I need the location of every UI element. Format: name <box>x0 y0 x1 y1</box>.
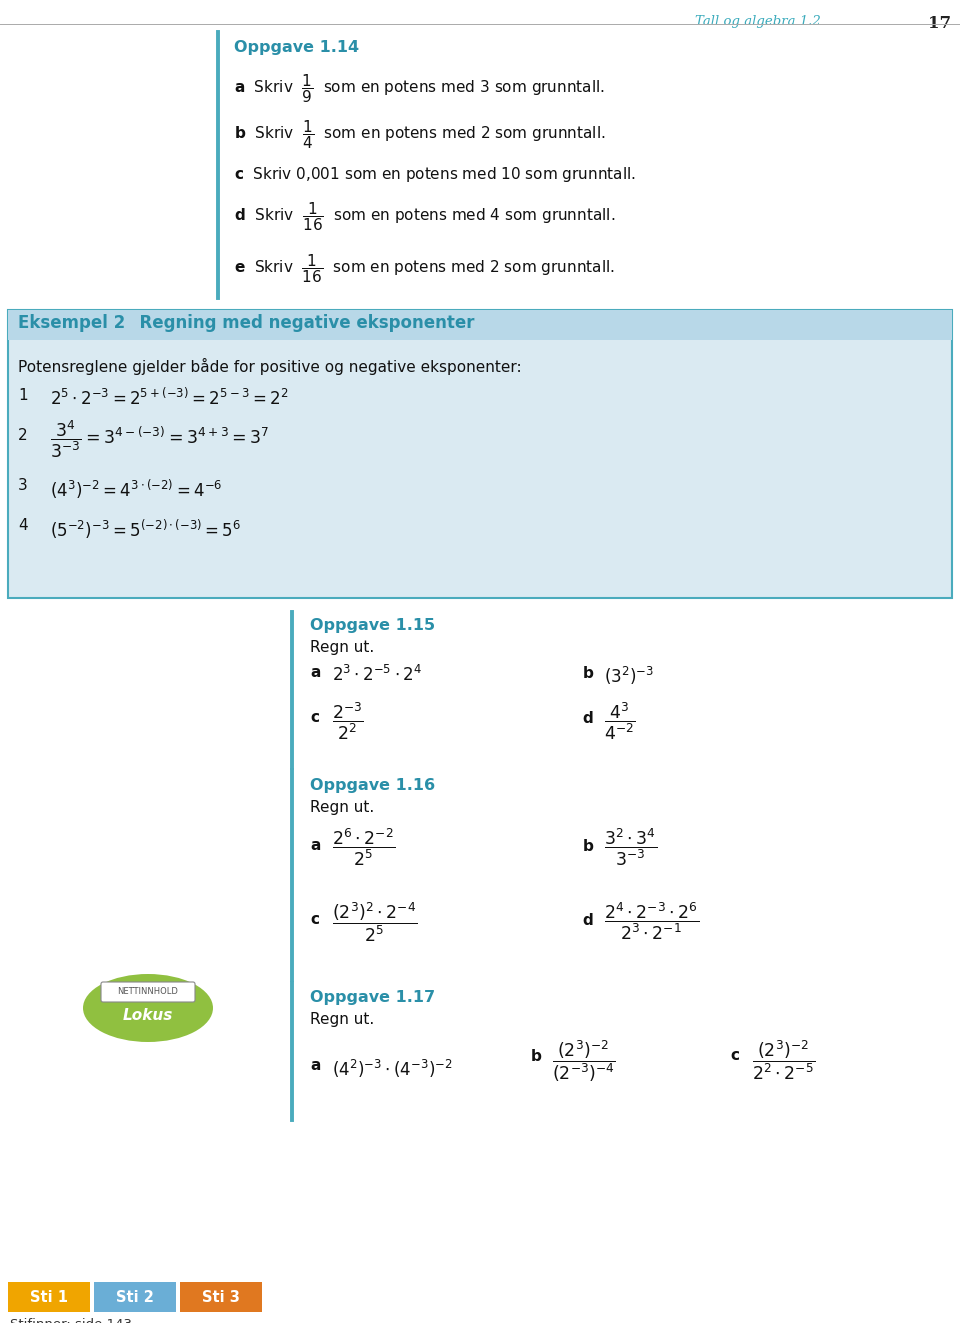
Text: $\left(4^2\right)^{-3} \cdot \left(4^{-3}\right)^{-2}$: $\left(4^2\right)^{-3} \cdot \left(4^{-3… <box>332 1058 453 1080</box>
Text: $\mathbf{e}$  Skriv  $\dfrac{1}{16}$  som en potens med 2 som grunntall.: $\mathbf{e}$ Skriv $\dfrac{1}{16}$ som e… <box>234 251 614 284</box>
Text: $\dfrac{4^3}{4^{-2}}$: $\dfrac{4^3}{4^{-2}}$ <box>604 700 636 742</box>
Text: $\dfrac{2^6 \cdot 2^{-2}}{2^5}$: $\dfrac{2^6 \cdot 2^{-2}}{2^5}$ <box>332 826 396 868</box>
Text: $\dfrac{2^{-3}}{2^2}$: $\dfrac{2^{-3}}{2^2}$ <box>332 700 364 742</box>
Text: 3: 3 <box>18 478 28 493</box>
Text: Oppgave 1.17: Oppgave 1.17 <box>310 990 435 1005</box>
Text: 4: 4 <box>18 519 28 533</box>
Text: Regn ut.: Regn ut. <box>310 1012 374 1027</box>
Text: $\left(3^2\right)^{-3}$: $\left(3^2\right)^{-3}$ <box>604 665 654 687</box>
FancyBboxPatch shape <box>180 1282 262 1312</box>
Text: Oppgave 1.16: Oppgave 1.16 <box>310 778 435 792</box>
Text: Oppgave 1.14: Oppgave 1.14 <box>234 40 359 56</box>
Text: $\dfrac{\left(2^3\right)^{-2}}{2^2 \cdot 2^{-5}}$: $\dfrac{\left(2^3\right)^{-2}}{2^2 \cdot… <box>752 1039 815 1082</box>
FancyBboxPatch shape <box>94 1282 176 1312</box>
FancyBboxPatch shape <box>8 310 952 340</box>
Text: Regning med negative eksponenter: Regning med negative eksponenter <box>128 314 474 332</box>
Text: Sti 2: Sti 2 <box>116 1290 154 1304</box>
Text: Lokus: Lokus <box>123 1008 173 1024</box>
Text: $\mathbf{b}$: $\mathbf{b}$ <box>582 665 594 681</box>
Text: Sti 3: Sti 3 <box>202 1290 240 1304</box>
Text: Oppgave 1.15: Oppgave 1.15 <box>310 618 435 632</box>
Text: $2^5 \cdot 2^{-3} = 2^{5+(-3)} = 2^{5-3} = 2^2$: $2^5 \cdot 2^{-3} = 2^{5+(-3)} = 2^{5-3}… <box>50 388 289 409</box>
Text: Eksempel 2: Eksempel 2 <box>18 314 125 332</box>
FancyBboxPatch shape <box>8 310 952 598</box>
Text: $\mathbf{d}$: $\mathbf{d}$ <box>582 912 593 927</box>
Text: 17: 17 <box>928 15 951 32</box>
Text: Regn ut.: Regn ut. <box>310 640 374 655</box>
FancyBboxPatch shape <box>101 982 195 1002</box>
Text: $\mathbf{a}$  Skriv  $\dfrac{1}{9}$  som en potens med 3 som grunntall.: $\mathbf{a}$ Skriv $\dfrac{1}{9}$ som en… <box>234 71 605 105</box>
Text: Stifinner: side 143: Stifinner: side 143 <box>10 1318 132 1323</box>
Text: $\mathbf{a}$: $\mathbf{a}$ <box>310 1058 322 1073</box>
Text: $2^3 \cdot 2^{-5} \cdot 2^4$: $2^3 \cdot 2^{-5} \cdot 2^4$ <box>332 665 422 685</box>
Text: $\mathbf{a}$: $\mathbf{a}$ <box>310 837 322 853</box>
Text: $\mathbf{d}$: $\mathbf{d}$ <box>582 710 593 726</box>
Text: NETTINNHOLD: NETTINNHOLD <box>117 987 179 996</box>
Text: $\left(5^{-2}\right)^{-3} = 5^{(-2)\cdot(-3)} = 5^6$: $\left(5^{-2}\right)^{-3} = 5^{(-2)\cdot… <box>50 519 241 541</box>
Text: $\mathbf{c}$: $\mathbf{c}$ <box>730 1048 740 1062</box>
Text: $\mathbf{c}$  Skriv 0,001 som en potens med 10 som grunntall.: $\mathbf{c}$ Skriv 0,001 som en potens m… <box>234 165 636 184</box>
FancyBboxPatch shape <box>8 1282 90 1312</box>
Text: $\mathbf{b}$  Skriv  $\dfrac{1}{4}$  som en potens med 2 som grunntall.: $\mathbf{b}$ Skriv $\dfrac{1}{4}$ som en… <box>234 118 606 151</box>
Text: $\mathbf{a}$: $\mathbf{a}$ <box>310 665 322 680</box>
Text: Sti 1: Sti 1 <box>30 1290 68 1304</box>
Text: $\dfrac{3^2 \cdot 3^4}{3^{-3}}$: $\dfrac{3^2 \cdot 3^4}{3^{-3}}$ <box>604 826 658 868</box>
Text: Potensreglene gjelder både for positive og negative eksponenter:: Potensreglene gjelder både for positive … <box>18 359 521 374</box>
Text: 2: 2 <box>18 429 28 443</box>
Text: $\dfrac{\left(2^3\right)^{-2}}{\left(2^{-3}\right)^{-4}}$: $\dfrac{\left(2^3\right)^{-2}}{\left(2^{… <box>552 1039 615 1084</box>
Text: $\mathbf{b}$: $\mathbf{b}$ <box>582 837 594 855</box>
Text: 1: 1 <box>18 388 28 404</box>
Text: $\left(4^3\right)^{-2} = 4^{3\cdot(-2)} = 4^{-6}$: $\left(4^3\right)^{-2} = 4^{3\cdot(-2)} … <box>50 478 223 501</box>
Text: $\mathbf{c}$: $\mathbf{c}$ <box>310 912 320 927</box>
Text: $\dfrac{2^4 \cdot 2^{-3} \cdot 2^6}{2^3 \cdot 2^{-1}}$: $\dfrac{2^4 \cdot 2^{-3} \cdot 2^6}{2^3 … <box>604 900 699 942</box>
Text: $\mathbf{b}$: $\mathbf{b}$ <box>530 1048 542 1064</box>
Text: Tall og algebra 1.2: Tall og algebra 1.2 <box>695 15 821 28</box>
Text: Regn ut.: Regn ut. <box>310 800 374 815</box>
Text: $\dfrac{3^4}{3^{-3}} = 3^{4-(-3)} = 3^{4+3} = 3^7$: $\dfrac{3^4}{3^{-3}} = 3^{4-(-3)} = 3^{4… <box>50 418 270 459</box>
Ellipse shape <box>83 974 213 1043</box>
Text: $\mathbf{c}$: $\mathbf{c}$ <box>310 710 320 725</box>
Text: $\dfrac{\left(2^3\right)^2 \cdot 2^{-4}}{2^5}$: $\dfrac{\left(2^3\right)^2 \cdot 2^{-4}}… <box>332 900 418 943</box>
Text: $\mathbf{d}$  Skriv  $\dfrac{1}{16}$  som en potens med 4 som grunntall.: $\mathbf{d}$ Skriv $\dfrac{1}{16}$ som e… <box>234 200 615 233</box>
